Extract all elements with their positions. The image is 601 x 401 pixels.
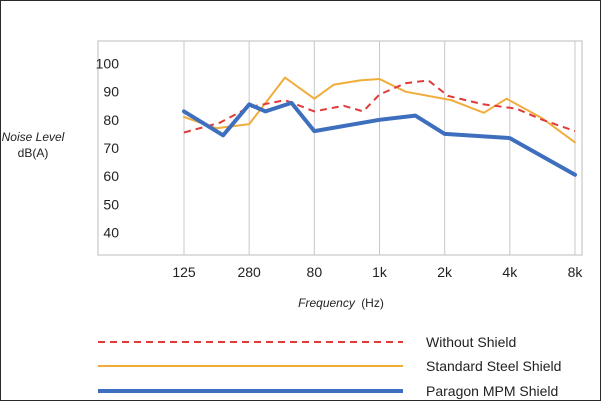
x-axis-label: Frequency (Hz) (298, 296, 384, 310)
y-tick-label: 70 (103, 140, 119, 156)
y-axis-unit: dB(A) (18, 146, 49, 160)
x-tick-label: 8k (568, 264, 584, 280)
x-tick-label: 280 (237, 264, 261, 280)
y-tick-label: 50 (103, 196, 119, 212)
legend-label: Without Shield (426, 334, 516, 350)
legend: Without Shield Standard Steel Shield Parag… (98, 334, 561, 399)
y-tick-label: 90 (103, 84, 119, 100)
y-tick-label: 40 (103, 224, 119, 240)
plot-area-border (97, 40, 583, 256)
y-tick-label: 60 (103, 168, 119, 184)
x-tick-labels: 125 280 80 1k 2k 4k 8k (172, 264, 583, 280)
series-line-paragon-mpm-shield (182, 100, 577, 177)
y-tick-labels: 40 50 60 70 80 90 100 (96, 56, 120, 241)
x-tick-label: 80 (307, 264, 323, 280)
series-line-standard-steel-shield (183, 76, 576, 144)
series-lines (182, 76, 577, 177)
y-tick-label: 100 (96, 56, 120, 72)
y-tick-label: 80 (103, 112, 119, 128)
x-tick-label: 125 (172, 264, 196, 280)
x-axis-label-word: Frequency (298, 296, 356, 310)
legend-label: Paragon MPM Shield (426, 383, 558, 399)
grid-lines (97, 40, 583, 256)
x-tick-label: 1k (372, 264, 388, 280)
x-axis-label-unit: (Hz) (361, 296, 384, 310)
legend-label: Standard Steel Shield (426, 358, 561, 374)
y-axis-label: Noise Level (2, 130, 65, 144)
x-tick-label: 2k (437, 264, 453, 280)
x-tick-label: 4k (502, 264, 518, 280)
